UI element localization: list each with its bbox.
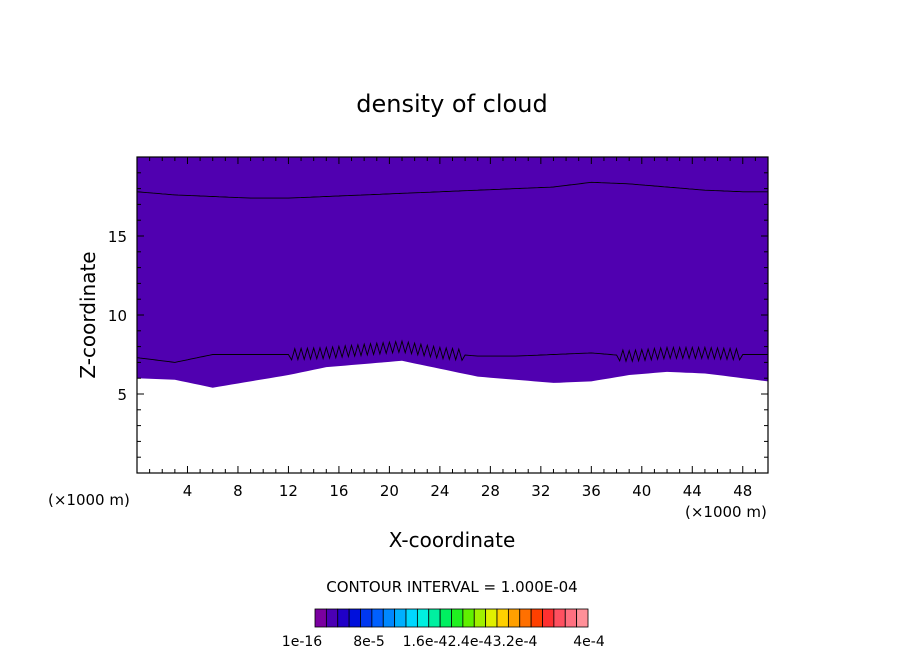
colorbar-swatch (496, 608, 509, 628)
colorbar-swatch (416, 608, 430, 628)
colorbar-swatch (314, 608, 327, 628)
colorbar-label: 1e-16 (282, 634, 322, 650)
colorbar-label: 2.4e-4 (448, 634, 493, 650)
density-layer (137, 157, 768, 388)
x-tick-label: 40 (632, 482, 651, 500)
x-tick-label: 20 (380, 482, 399, 500)
x-unit-label-right: (×1000 m) (685, 503, 767, 521)
x-unit-label-left: (×1000 m) (48, 491, 130, 509)
cloud-density-field (137, 157, 768, 473)
colorbar-swatch (553, 608, 566, 628)
x-tick-label: 36 (582, 482, 601, 500)
x-tick-label: 44 (683, 482, 702, 500)
colorbar-label: 1.6e-4 (403, 634, 448, 650)
cloud-free-region (137, 367, 768, 473)
colorbar-swatch (485, 608, 498, 628)
y-tick-label: 15 (108, 228, 127, 246)
colorbar-swatch (337, 608, 350, 628)
colorbar-swatch (405, 608, 418, 628)
y-axis-label: Z-coordinate (76, 251, 100, 378)
colorbar-swatch (542, 608, 555, 628)
upper-contour-line (137, 181, 768, 199)
y-axis: 5 10 15 (108, 172, 768, 458)
x-axis-label: X-coordinate (389, 528, 516, 552)
colorbar-swatch (382, 608, 396, 628)
colorbar-swatch (428, 608, 441, 628)
colorbar-swatch (394, 608, 407, 628)
colorbar-swatch (564, 608, 578, 628)
colorbar-swatch (439, 608, 452, 628)
x-tick-label: 16 (329, 482, 348, 500)
x-tick-label: 8 (233, 482, 243, 500)
colorbar (314, 608, 589, 628)
y-tick-label: 10 (108, 307, 127, 325)
colorbar-labels: 1e-16 8e-5 1.6e-4 2.4e-4 3.2e-4 4e-4 (282, 634, 605, 650)
colorbar-swatch (451, 608, 464, 628)
colorbar-swatch (462, 608, 475, 628)
colorbar-label: 3.2e-4 (493, 634, 538, 650)
x-tick-label: 28 (481, 482, 500, 500)
colorbar-swatch (530, 608, 543, 628)
x-tick-label: 48 (733, 482, 752, 500)
x-axis: 4 8 12 16 20 24 28 32 36 40 44 48 (149, 157, 756, 500)
contour-interval-label: CONTOUR INTERVAL = 1.000E-04 (326, 578, 577, 596)
colorbar-swatch (325, 608, 339, 628)
colorbar-swatch (576, 608, 589, 628)
colorbar-swatch (473, 608, 487, 628)
y-tick-label: 5 (117, 386, 127, 404)
colorbar-swatch (360, 608, 373, 628)
chart-title: density of cloud (356, 90, 547, 118)
contour-lines (137, 181, 768, 363)
x-tick-label: 24 (430, 482, 449, 500)
colorbar-label: 4e-4 (573, 634, 605, 650)
colorbar-swatch (507, 608, 521, 628)
lower-contour-line (137, 339, 768, 363)
colorbar-swatch (348, 608, 361, 628)
x-tick-label: 12 (279, 482, 298, 500)
x-tick-label: 4 (183, 482, 193, 500)
colorbar-swatch (519, 608, 532, 628)
x-tick-label: 32 (531, 482, 550, 500)
colorbar-swatch (371, 608, 384, 628)
colorbar-label: 8e-5 (353, 634, 384, 650)
